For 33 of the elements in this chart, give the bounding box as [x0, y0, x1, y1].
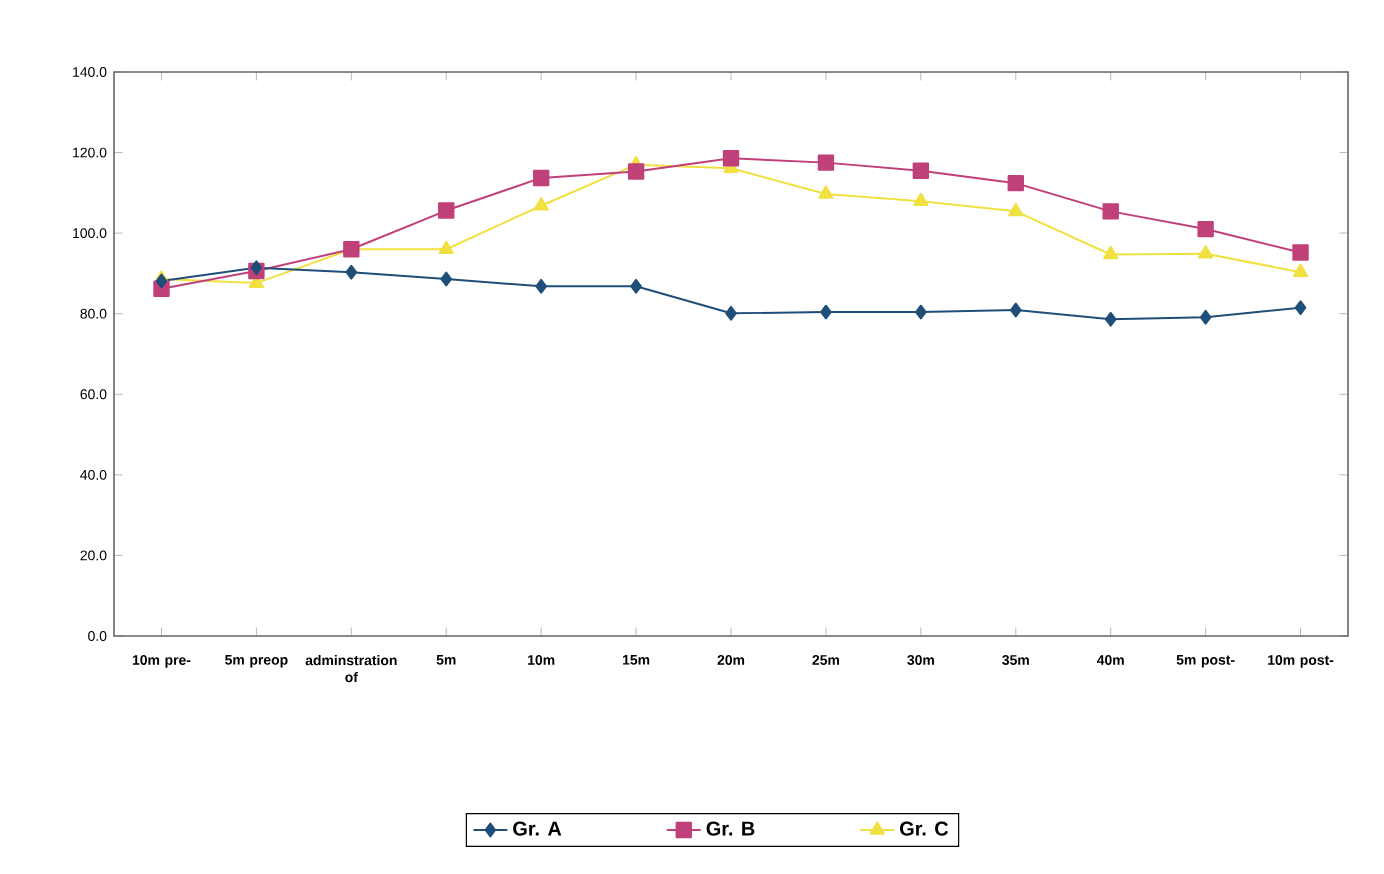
point — [817, 154, 835, 171]
point — [1102, 203, 1119, 220]
point — [1199, 309, 1212, 325]
legend-label: Gr. C — [900, 821, 949, 836]
point — [1292, 263, 1309, 277]
point — [1008, 202, 1024, 217]
point — [438, 240, 454, 255]
legend-label: Gr. B — [706, 821, 755, 836]
point — [1103, 245, 1119, 260]
point — [915, 304, 927, 320]
point — [820, 304, 832, 320]
point — [1197, 220, 1214, 238]
point — [627, 163, 645, 180]
point — [155, 273, 168, 289]
point — [1198, 245, 1214, 259]
point — [533, 197, 549, 211]
point — [722, 149, 740, 167]
point — [725, 305, 737, 321]
point — [912, 162, 930, 179]
point — [532, 169, 550, 187]
point — [630, 278, 642, 294]
point — [1104, 311, 1117, 327]
point — [1294, 300, 1307, 316]
legend-label: Gr. A — [513, 821, 562, 836]
point — [1009, 302, 1022, 318]
point — [1292, 244, 1309, 261]
point — [440, 271, 453, 287]
point — [913, 192, 929, 207]
point — [1007, 174, 1024, 192]
point — [345, 264, 358, 280]
point — [535, 278, 547, 294]
point — [438, 202, 455, 219]
point — [818, 185, 834, 199]
